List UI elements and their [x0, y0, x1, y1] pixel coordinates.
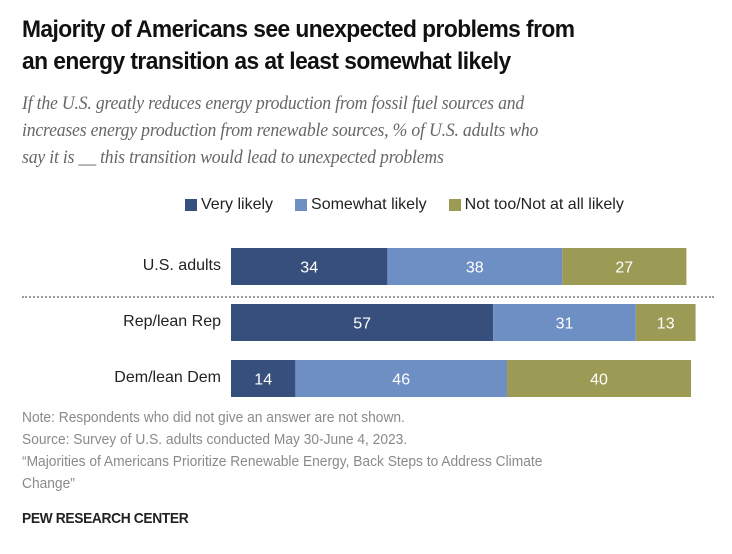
chart-subtitle-line-2: increases energy production from renewab… — [22, 120, 539, 141]
legend-swatch-very-likely — [185, 199, 197, 211]
bar-rep-lean-rep-not-too-not-at-all-likely — [635, 304, 696, 341]
group-separator — [22, 296, 714, 298]
data-label-u-s-adults-very-likely: 34 — [300, 260, 318, 277]
bar-dem-lean-dem-not-too-not-at-all-likely — [507, 360, 691, 397]
row-label-rep-lean-rep: Rep/lean Rep — [123, 313, 221, 330]
report-title-line-1: “Majorities of Americans Prioritize Rene… — [22, 454, 543, 470]
bar-u-s-adults-somewhat-likely — [387, 248, 563, 285]
row-label-us-adults: U.S. adults — [142, 257, 221, 274]
legend-swatch-not-likely — [448, 199, 461, 211]
legend-item-not-likely: Not too/Not at all likely — [448, 196, 624, 214]
data-label-dem-lean-dem-very-likely: 14 — [254, 372, 272, 389]
bar-rep-lean-rep-very-likely — [231, 304, 494, 341]
bar-u-s-adults-very-likely — [231, 248, 388, 285]
data-label-u-s-adults-somewhat-likely: 38 — [466, 260, 484, 277]
legend-item-very-likely: Very likely — [185, 196, 273, 214]
data-label-rep-lean-rep-somewhat-likely: 31 — [556, 316, 574, 333]
legend-label-very-likely: Very likely — [201, 196, 274, 213]
chart-subtitle: If the U.S. greatly reduces energy produ… — [22, 90, 692, 171]
bar-rep-lean-rep-somewhat-likely — [493, 304, 636, 341]
chart-subtitle-line-3: say it is __ this transition would lead … — [22, 147, 444, 168]
chart-legend: Very likely Somewhat likely Not too/Not … — [185, 196, 646, 214]
pew-research-center-logo: PEW RESEARCH CENTER — [22, 510, 189, 527]
source-text: Source: Survey of U.S. adults conducted … — [22, 432, 408, 448]
legend-label-somewhat-likely: Somewhat likely — [311, 196, 427, 213]
data-label-u-s-adults-not-too-not-at-all-likely: 27 — [615, 260, 633, 277]
note-text: Note: Respondents who did not give an an… — [22, 410, 405, 426]
legend-label-not-likely: Not too/Not at all likely — [464, 196, 624, 213]
chart-notes: Note: Respondents who did not give an an… — [22, 407, 722, 495]
chart-title-line-2: an energy transition as at least somewha… — [22, 48, 511, 75]
legend-swatch-somewhat-likely — [295, 199, 308, 211]
report-title-line-2: Change” — [22, 476, 75, 492]
bar-dem-lean-dem-somewhat-likely — [295, 360, 507, 397]
data-label-rep-lean-rep-not-too-not-at-all-likely: 13 — [657, 316, 675, 333]
row-label-dem-lean-dem: Dem/lean Dem — [114, 369, 221, 386]
bar-u-s-adults-not-too-not-at-all-likely — [562, 248, 687, 285]
chart-title: Majority of Americans see unexpected pro… — [22, 14, 673, 78]
chart-title-line-1: Majority of Americans see unexpected pro… — [22, 16, 575, 43]
data-label-dem-lean-dem-not-too-not-at-all-likely: 40 — [590, 372, 608, 389]
chart-subtitle-line-1: If the U.S. greatly reduces energy produ… — [22, 93, 525, 114]
data-label-rep-lean-rep-very-likely: 57 — [353, 316, 371, 333]
bar-dem-lean-dem-very-likely — [231, 360, 296, 397]
data-label-dem-lean-dem-somewhat-likely: 46 — [392, 372, 410, 389]
legend-item-somewhat-likely: Somewhat likely — [295, 196, 427, 214]
